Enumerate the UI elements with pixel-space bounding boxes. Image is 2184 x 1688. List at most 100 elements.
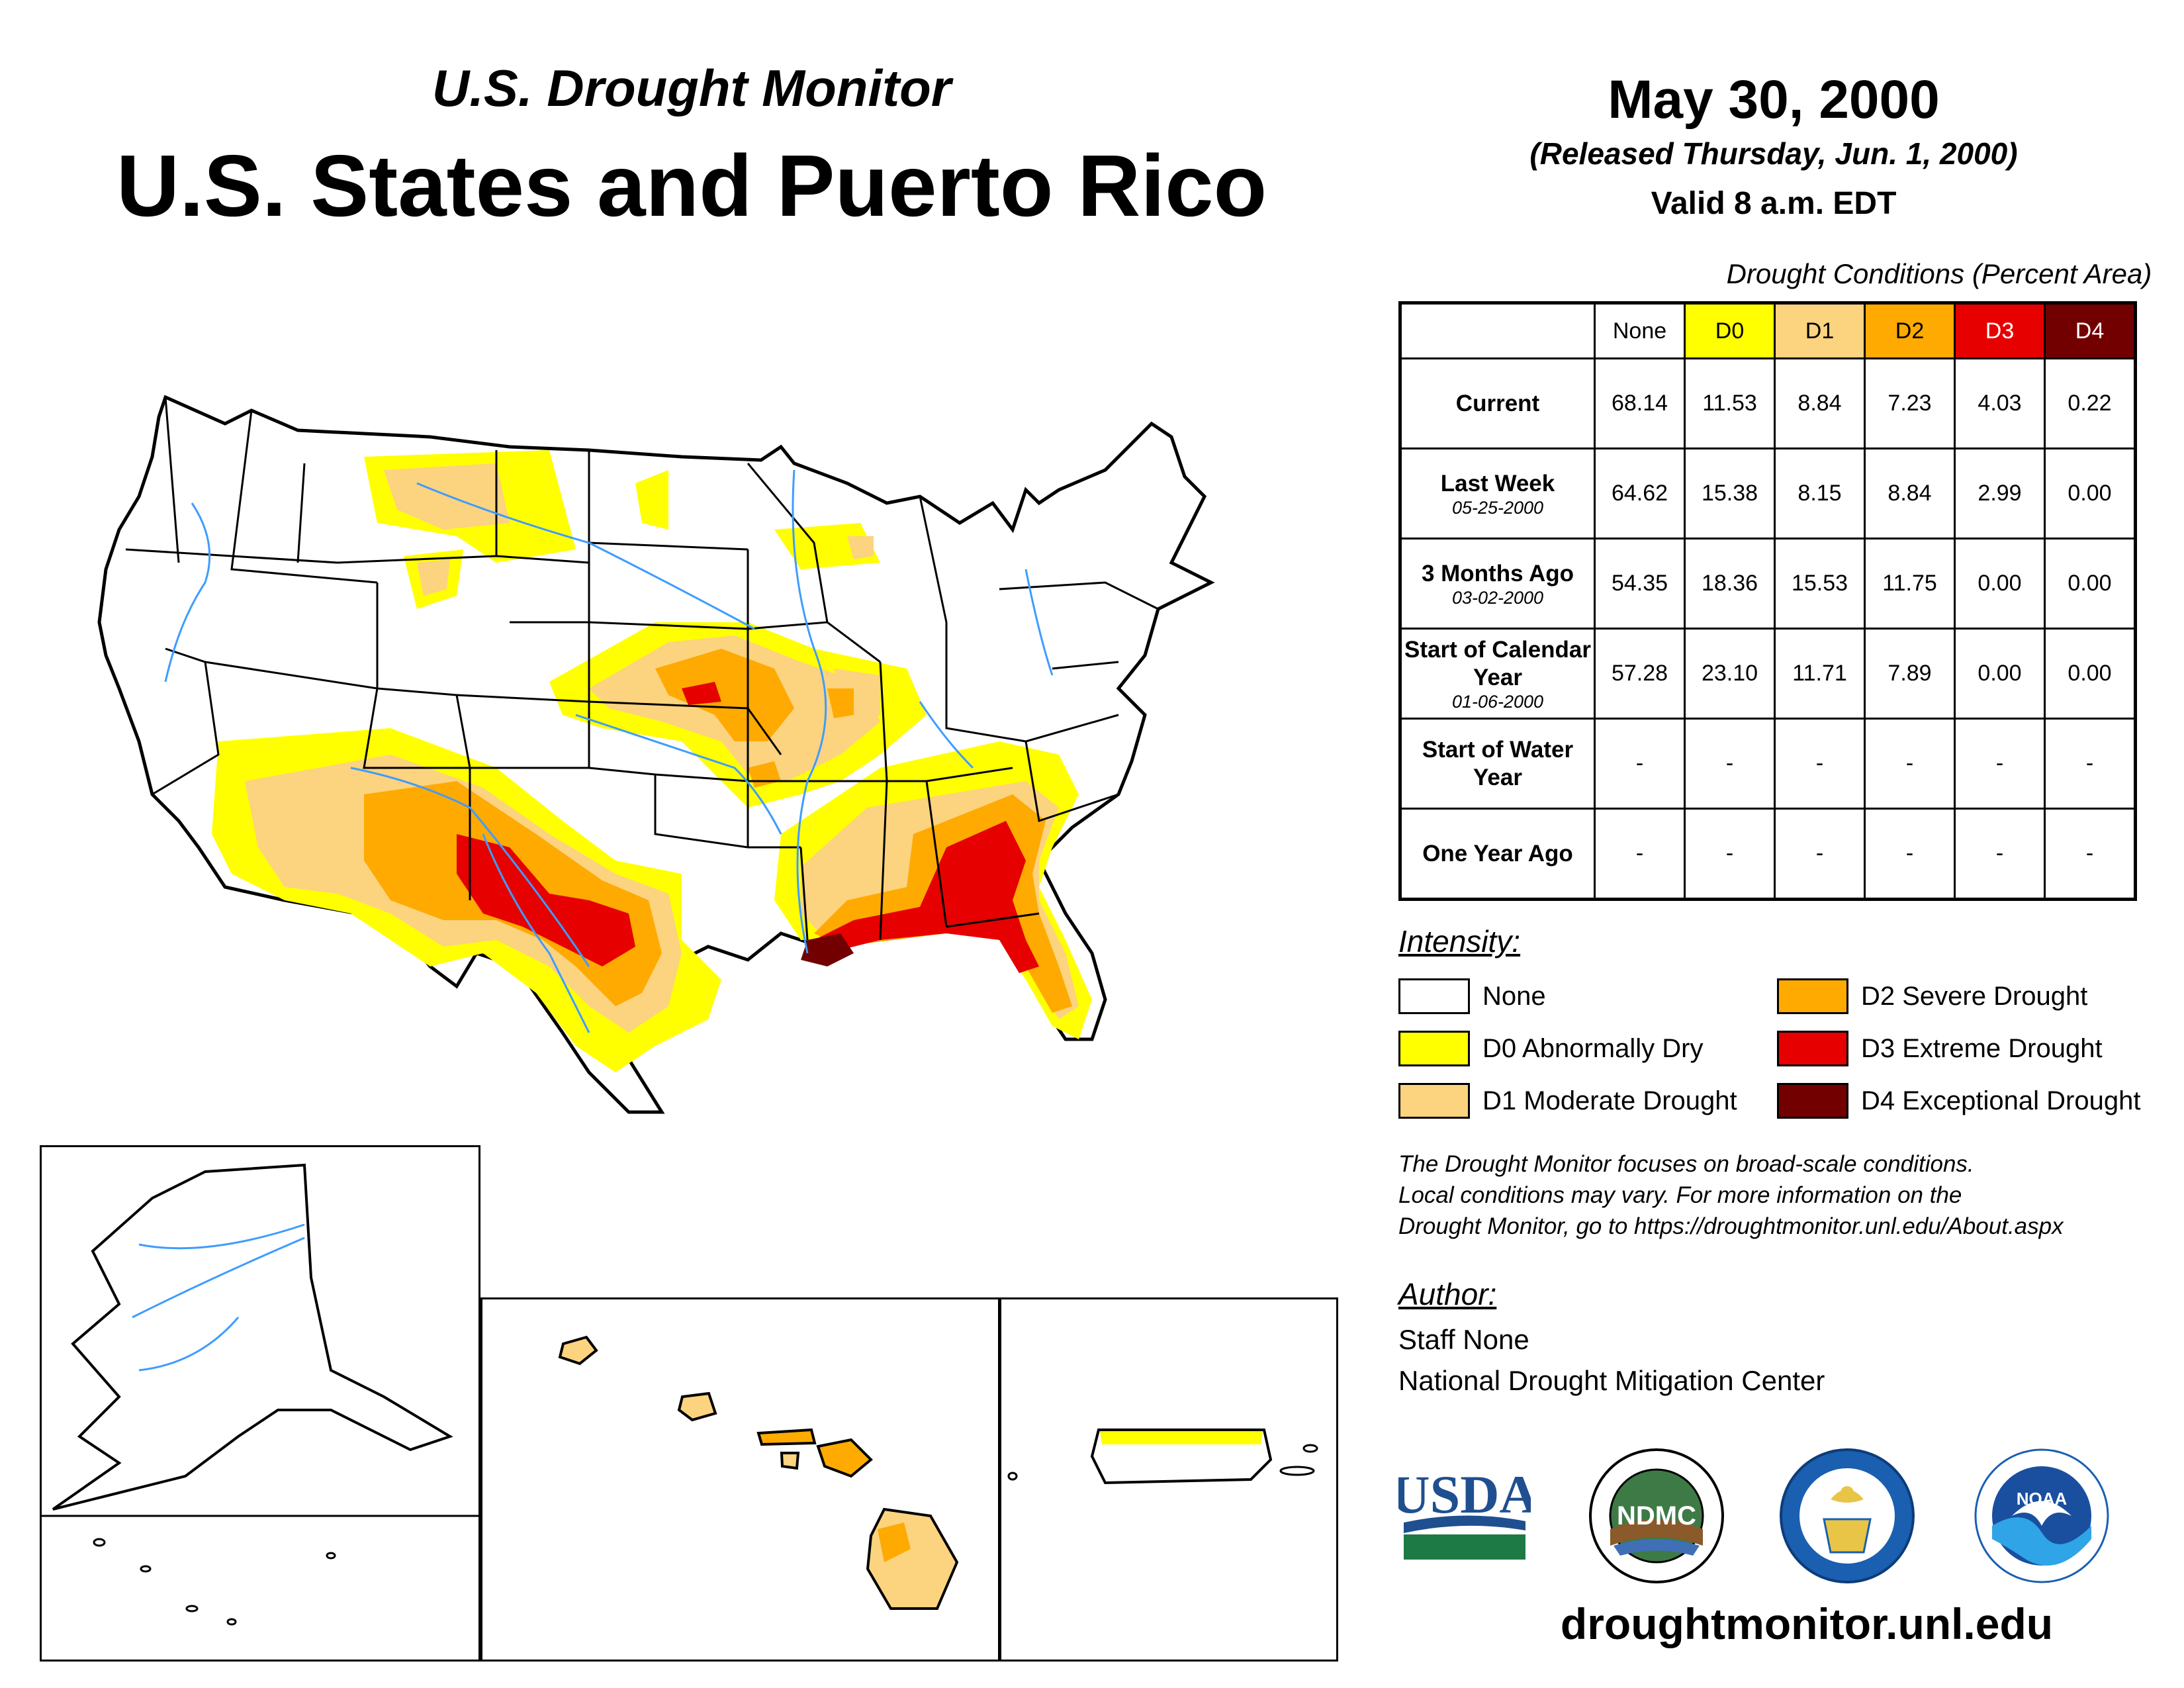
row-label: 3 Months Ago 03-02-2000 (1399, 538, 1596, 630)
table-cell: 18.36 (1684, 538, 1776, 630)
row-label: Current (1399, 357, 1596, 449)
table-cell: 0.22 (2044, 357, 2136, 449)
row-label-text: Last Week (1440, 470, 1555, 496)
table-cell: - (1864, 808, 1956, 900)
table-cell: 11.71 (1774, 628, 1866, 720)
row-label: Start of Calendar Year 01-06-2000 (1399, 628, 1596, 720)
table-cell: - (1954, 808, 2046, 900)
col-header-d4: D4 (2044, 302, 2136, 359)
conus-map (97, 395, 1215, 1114)
table-row-last-week: Last Week 05-25-2000 64.62 15.38 8.15 8.8… (1399, 447, 2136, 539)
table-cell: - (1864, 718, 1956, 810)
table-cell: 23.10 (1684, 628, 1776, 720)
col-header-d0: D0 (1684, 302, 1776, 359)
col-header-none: None (1594, 302, 1686, 359)
d0-area-dakota (635, 470, 668, 530)
hawaii-inset (480, 1297, 1000, 1662)
row-label-text: Start of Calendar Year (1404, 636, 1591, 690)
disclaimer-note: The Drought Monitor focuses on broad-sca… (1398, 1149, 2064, 1242)
kauai (558, 1335, 598, 1366)
table-cell: - (1774, 808, 1866, 900)
table-cell: 54.35 (1594, 538, 1686, 630)
table-cell: - (1594, 718, 1686, 810)
legend-label: D0 Abnormally Dry (1482, 1034, 1704, 1063)
legend-title: Intensity: (1398, 924, 1521, 959)
legend-swatch-d4 (1777, 1083, 1848, 1119)
row-label: One Year Ago (1399, 808, 1596, 900)
row-label-text: One Year Ago (1422, 840, 1573, 867)
table-row-one-year-ago: One Year Ago - - - - - - (1399, 808, 2136, 900)
d1-area-wyoming (417, 559, 450, 596)
usda-logo-text: USDA (1398, 1464, 1531, 1524)
table-cell: 8.84 (1864, 447, 1956, 539)
table-cell: - (1774, 718, 1866, 810)
table-cell: 0.00 (1954, 628, 2046, 720)
ndmc-logo-text: NDMC (1617, 1501, 1696, 1530)
legend-swatch-d3 (1777, 1031, 1848, 1066)
legend-label: D3 Extreme Drought (1861, 1034, 2103, 1063)
note-line: Drought Monitor, go to https://droughtmo… (1398, 1213, 2064, 1239)
d4-area-louisiana (801, 933, 854, 966)
usda-logo: USDA (1398, 1464, 1531, 1560)
table-cell: 7.89 (1864, 628, 1956, 720)
author-organization: National Drought Mitigation Center (1398, 1365, 1825, 1396)
table-row-current: Current 68.14 11.53 8.84 7.23 4.03 0.22 (1399, 357, 2136, 449)
legend-label: None (1482, 982, 1546, 1011)
d1-area-montana (384, 463, 510, 530)
row-date: 03-02-2000 (1451, 587, 1544, 608)
row-label-text: Start of Water Year (1422, 736, 1574, 790)
alaska-rivers (132, 1223, 305, 1372)
table-cell: 0.00 (1954, 538, 2046, 630)
table-cell: - (1684, 718, 1776, 810)
table-caption: Drought Conditions (Percent Area) (1726, 258, 2152, 289)
col-header-d1: D1 (1774, 302, 1866, 359)
table-cell: 7.23 (1864, 357, 1956, 449)
culebra (1302, 1444, 1318, 1453)
d2-area-plains (655, 649, 794, 741)
table-cell: - (1954, 718, 2046, 810)
ndmc-logo: NDMC (1589, 1448, 1724, 1583)
table-header-row: None D0 D1 D2 D3 D4 (1400, 302, 2136, 359)
table-row-3-months-ago: 3 Months Ago 03-02-2000 54.35 18.36 15.53… (1399, 538, 2136, 630)
puerto-rico-d0 (1100, 1431, 1263, 1444)
lanai (780, 1452, 800, 1470)
author-name: Staff None (1398, 1324, 1529, 1355)
rivers (164, 469, 1054, 1033)
row-label: Start of Water Year (1399, 718, 1596, 810)
table-cell: - (1684, 808, 1776, 900)
table-cell: 11.53 (1684, 357, 1776, 449)
big-island-d2 (878, 1523, 911, 1562)
row-label-text: Current (1455, 390, 1540, 416)
table-cell: 2.99 (1954, 447, 2046, 539)
state-boundaries (125, 397, 1159, 941)
note-line: The Drought Monitor focuses on broad-sca… (1398, 1151, 1974, 1177)
oahu (677, 1391, 717, 1422)
d1-area-michigan (847, 536, 874, 559)
note-line: Local conditions may vary. For more info… (1398, 1182, 1962, 1208)
maui (816, 1438, 873, 1478)
d2-area-illinois (827, 688, 854, 718)
table-cell: 11.75 (1864, 538, 1956, 630)
table-cell: - (2044, 718, 2136, 810)
table-row-start-calendar-year: Start of Calendar Year 01-06-2000 57.28 2… (1399, 628, 2136, 720)
table-cell: 15.38 (1684, 447, 1776, 539)
table-cell: 64.62 (1594, 447, 1686, 539)
alaska-inset (40, 1145, 480, 1662)
table-row-start-water-year: Start of Water Year - - - - - - (1399, 718, 2136, 810)
row-date: 05-25-2000 (1451, 497, 1544, 518)
col-header-d2: D2 (1864, 302, 1956, 359)
map-subtitle: U.S. Drought Monitor (432, 59, 952, 117)
legend-label: D4 Exceptional Drought (1861, 1086, 2141, 1115)
table-cell: 0.00 (2044, 538, 2136, 630)
map-title: U.S. States and Puerto Rico (116, 137, 1267, 234)
legend-swatch-d0 (1398, 1031, 1470, 1066)
puerto-rico-inset (999, 1297, 1338, 1662)
row-label: Last Week 05-25-2000 (1399, 447, 1596, 539)
map-date: May 30, 2000 (1608, 70, 1940, 130)
row-date: 01-06-2000 (1451, 691, 1544, 712)
molokai (756, 1428, 817, 1446)
noaa-logo: NOAA (1974, 1448, 2109, 1583)
legend-swatch-d1 (1398, 1083, 1470, 1119)
table-cell: 8.84 (1774, 357, 1866, 449)
aleutian-islands (93, 1538, 336, 1626)
